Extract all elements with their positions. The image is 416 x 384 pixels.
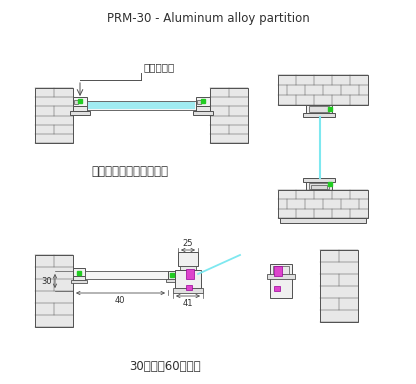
Bar: [320, 250, 358, 322]
Bar: [77, 271, 81, 275]
Bar: [197, 100, 201, 104]
Bar: [70, 111, 90, 115]
Text: PRM-30 - Aluminum alloy partition: PRM-30 - Aluminum alloy partition: [106, 12, 310, 25]
Bar: [201, 99, 205, 103]
Bar: [166, 279, 180, 282]
Text: 25: 25: [183, 239, 193, 248]
Bar: [267, 274, 295, 279]
Bar: [175, 270, 201, 288]
Bar: [73, 268, 85, 276]
Bar: [274, 286, 280, 291]
Bar: [78, 99, 82, 103]
Bar: [280, 218, 366, 223]
Bar: [196, 106, 210, 111]
Bar: [168, 271, 178, 279]
Text: 30款匹配60厚门框: 30款匹配60厚门框: [129, 360, 201, 373]
Bar: [196, 97, 210, 106]
Bar: [87, 101, 196, 110]
Bar: [35, 88, 73, 143]
Bar: [186, 269, 194, 279]
Bar: [74, 100, 78, 104]
Bar: [178, 252, 198, 266]
Bar: [309, 106, 329, 112]
Bar: [173, 288, 203, 293]
Bar: [273, 266, 289, 274]
Bar: [180, 266, 196, 270]
Bar: [274, 266, 282, 276]
Bar: [73, 97, 87, 106]
Bar: [309, 183, 329, 189]
Text: 41: 41: [183, 299, 193, 308]
Text: 40: 40: [115, 296, 125, 305]
Bar: [270, 264, 292, 298]
Bar: [303, 178, 335, 182]
Bar: [306, 105, 332, 113]
Bar: [306, 182, 332, 190]
Bar: [328, 107, 332, 111]
Bar: [278, 75, 368, 105]
Bar: [328, 182, 332, 186]
Bar: [193, 111, 213, 115]
Bar: [88, 102, 195, 109]
Bar: [73, 106, 87, 111]
Bar: [85, 271, 168, 279]
Bar: [278, 190, 368, 218]
Bar: [73, 276, 85, 280]
Text: 二合一侧轨: 二合一侧轨: [143, 62, 174, 72]
Bar: [71, 280, 87, 283]
Bar: [303, 113, 335, 117]
Bar: [210, 88, 248, 143]
Text: 如单格情况，可用二合一: 如单格情况，可用二合一: [92, 165, 168, 178]
Bar: [186, 285, 192, 290]
Bar: [170, 273, 174, 277]
Bar: [35, 255, 73, 327]
Bar: [311, 185, 327, 189]
Text: 30: 30: [41, 276, 52, 285]
